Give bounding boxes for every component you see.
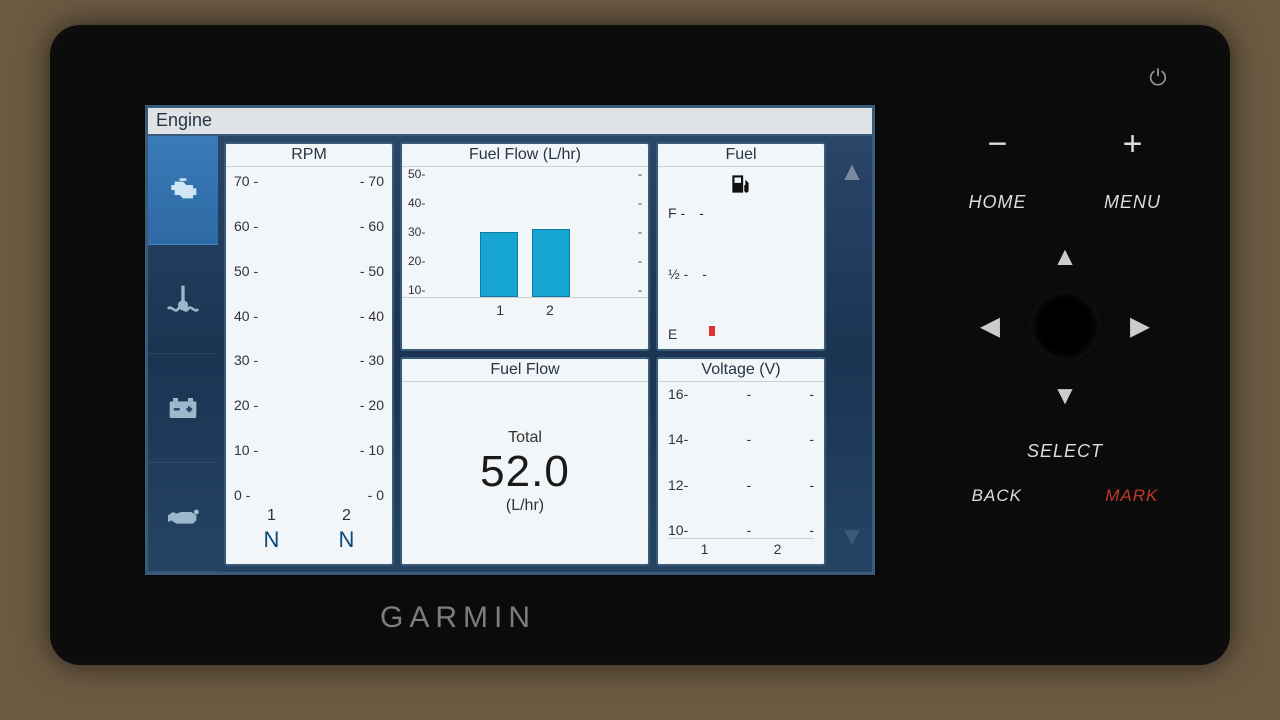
fuel-flow-bars: 50-40-30-20-10- ----- bbox=[402, 167, 648, 297]
fuel-flow-total-panel[interactable]: Fuel Flow Total 52.0 (L/hr) bbox=[400, 357, 650, 566]
panel-title: Voltage (V) bbox=[658, 359, 824, 382]
voltage-panel[interactable]: Voltage (V) 16---14---12---10--- 12 bbox=[656, 357, 826, 566]
mark-button[interactable]: MARK bbox=[1105, 486, 1158, 506]
dpad: ▲ ▼ ◀ ▶ bbox=[980, 241, 1150, 411]
menu-button[interactable]: MENU bbox=[1083, 192, 1183, 213]
sidebar-item-temperature[interactable] bbox=[148, 245, 218, 354]
dpad-up[interactable]: ▲ bbox=[1052, 241, 1078, 272]
panel-title: Fuel Flow (L/hr) bbox=[402, 144, 648, 167]
scroll-up-icon[interactable]: ▲ bbox=[839, 156, 865, 187]
rpm-engine-labels: 12 bbox=[234, 503, 384, 525]
gauge-grid: Fuel Flow (L/hr) 50-40-30-20-10- ----- 1… bbox=[218, 136, 832, 572]
plus-button[interactable]: + bbox=[1083, 125, 1183, 164]
oil-icon bbox=[163, 497, 203, 537]
panel-title: Fuel Flow bbox=[402, 359, 648, 382]
dpad-down[interactable]: ▼ bbox=[1052, 380, 1078, 411]
device-body: ⏻ − + HOME MENU ▲ ▼ ◀ ▶ SELECT BACK MARK… bbox=[50, 25, 1230, 665]
sidebar-item-battery[interactable] bbox=[148, 354, 218, 463]
battery-icon bbox=[163, 388, 203, 428]
bar bbox=[480, 232, 518, 297]
fuel-level-marks: F --½ --E bbox=[668, 205, 814, 342]
dpad-left[interactable]: ◀ bbox=[980, 311, 1000, 342]
panel-title: RPM bbox=[291, 146, 327, 163]
dpad-center[interactable] bbox=[1030, 291, 1100, 361]
fuel-flow-bar-labels: 12 bbox=[402, 297, 648, 320]
temperature-icon bbox=[163, 279, 203, 319]
sidebar bbox=[148, 136, 218, 572]
sidebar-item-oil[interactable] bbox=[148, 463, 218, 572]
rpm-body: 70 -60 -50 -40 -30 -20 -10 -0 - - 70- 60… bbox=[226, 167, 392, 561]
total-unit: (L/hr) bbox=[506, 497, 544, 515]
fuel-flow-chart-panel[interactable]: Fuel Flow (L/hr) 50-40-30-20-10- ----- 1… bbox=[400, 142, 650, 351]
panel-title: Fuel bbox=[658, 144, 824, 167]
scroll-down-icon[interactable]: ▼ bbox=[839, 521, 865, 552]
total-label: Total bbox=[508, 429, 542, 447]
fuel-pump-icon bbox=[668, 171, 814, 201]
voltage-engine-labels: 12 bbox=[668, 538, 814, 557]
rpm-panel[interactable]: RPM x100 70 -60 -50 -40 -30 -20 -10 -0 -… bbox=[224, 142, 394, 566]
rpm-gear-labels: NN bbox=[234, 525, 384, 557]
lcd-screen: Engine bbox=[145, 105, 875, 575]
scroll-arrows: ▲ ▼ bbox=[832, 136, 872, 572]
sidebar-item-engine[interactable] bbox=[148, 136, 218, 245]
bar bbox=[532, 229, 570, 297]
power-button[interactable]: ⏻ bbox=[1146, 65, 1170, 89]
back-button[interactable]: BACK bbox=[972, 486, 1022, 506]
engine-icon bbox=[163, 170, 203, 210]
fuel-gauge-panel[interactable]: Fuel F --½ --E bbox=[656, 142, 826, 351]
page-title: Engine bbox=[148, 108, 872, 136]
dpad-right[interactable]: ▶ bbox=[1130, 311, 1150, 342]
home-button[interactable]: HOME bbox=[948, 192, 1048, 213]
total-value: 52.0 bbox=[480, 447, 570, 497]
brand-label: GARMIN bbox=[380, 601, 536, 635]
minus-button[interactable]: − bbox=[948, 125, 1048, 164]
hardware-buttons: − + HOME MENU ▲ ▼ ◀ ▶ SELECT BACK MARK bbox=[930, 125, 1200, 506]
voltage-rows: 16---14---12---10--- bbox=[668, 386, 814, 538]
select-button[interactable]: SELECT bbox=[930, 441, 1200, 462]
